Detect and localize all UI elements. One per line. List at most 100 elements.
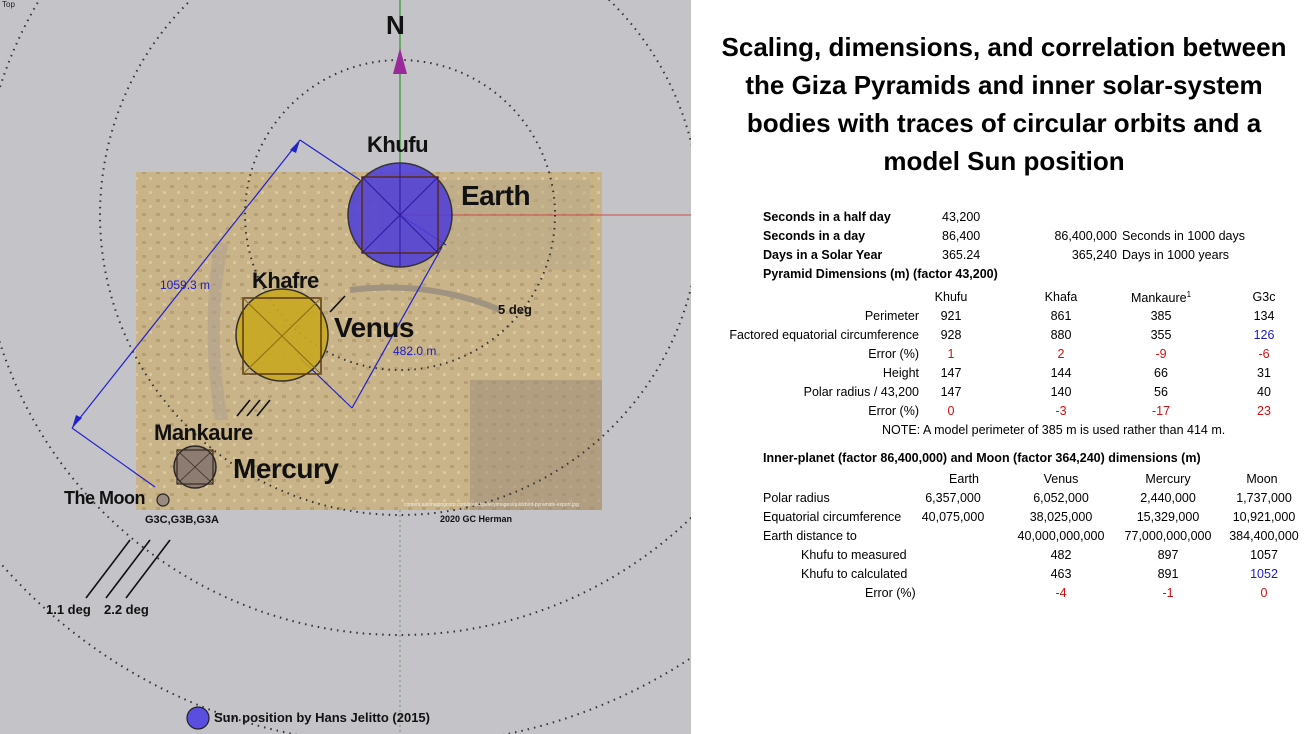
earth-label: Earth xyxy=(461,180,531,211)
dim-line-1059 xyxy=(71,139,301,429)
constant-extra-value: 86,400,000 xyxy=(1054,229,1117,243)
pyramid-cell: -9 xyxy=(1155,347,1167,361)
mankaure-square xyxy=(176,449,214,485)
constant-value: 86,400 xyxy=(942,229,981,243)
mercury-label: Mercury xyxy=(233,453,339,484)
planet-cell: 40,000,000,000 xyxy=(1017,529,1105,543)
deg11-label: 1.1 deg xyxy=(46,602,91,617)
planet-cell: 15,329,000 xyxy=(1136,510,1200,524)
pyramid-cell: 126 xyxy=(1253,328,1275,342)
pyramid-cell: 880 xyxy=(1050,328,1072,342)
planet-row-label: Equatorial circumference xyxy=(763,510,902,524)
north-label: N xyxy=(386,10,405,40)
planet-cell: 6,357,000 xyxy=(925,491,981,505)
moon-circle xyxy=(156,493,170,507)
orbit-venus xyxy=(244,59,556,371)
sun-legend-icon xyxy=(186,706,210,730)
planet-row-label: Error (%) xyxy=(865,586,916,600)
pyramid-col-header: Mankaure1 xyxy=(1130,290,1192,306)
pyramid-cell: 2 xyxy=(1057,347,1065,361)
dist-482-label: 482.0 m xyxy=(393,344,437,358)
planet-cell: 0 xyxy=(1260,586,1268,600)
khufu-label: Khufu xyxy=(367,132,429,157)
planet-row-label: Earth distance to xyxy=(763,529,857,543)
planet-col-header: Venus xyxy=(1043,472,1079,486)
pyramid-cell: -3 xyxy=(1055,404,1067,418)
pyramid-row-label: Perimeter xyxy=(864,309,919,323)
pyramid-table-heading: Pyramid Dimensions (m) (factor 43,200) xyxy=(763,267,998,281)
pyramid-cell: 23 xyxy=(1257,404,1271,418)
road xyxy=(207,240,228,420)
planet-cell: 6,052,000 xyxy=(1033,491,1089,505)
angle-mark-5deg xyxy=(329,295,346,313)
planet-cell: 1052 xyxy=(1250,567,1278,581)
planet-cell: 38,025,000 xyxy=(1029,510,1093,524)
dist-1059-label: 1059.3 m xyxy=(160,278,211,292)
pyramid-cell: 147 xyxy=(940,366,962,380)
legend-label: Sun position by Hans Jelitto (2015) xyxy=(214,710,430,725)
planet-cell: 1057 xyxy=(1250,548,1278,562)
khafre-label: Khafre xyxy=(252,268,319,293)
page-title: Scaling, dimensions, and correlation bet… xyxy=(721,32,1287,176)
pyramid-row-label: Error (%) xyxy=(868,404,919,418)
constant-extra-value: 365,240 xyxy=(1071,248,1117,262)
angle-mark-11deg xyxy=(85,539,131,599)
planet-cell: 891 xyxy=(1157,567,1179,581)
pyramid-cell: 147 xyxy=(940,385,962,399)
road-2 xyxy=(349,284,502,313)
angle-mark-22deg xyxy=(125,539,171,599)
khufu-earth xyxy=(347,162,453,268)
venus-label: Venus xyxy=(334,312,414,343)
pyramid-row-label: Error (%) xyxy=(868,347,919,361)
north-arrow xyxy=(393,48,407,74)
pyramid-cell: 1 xyxy=(947,347,955,361)
moon-label: The Moon xyxy=(64,488,145,508)
constant-value: 365.24 xyxy=(942,248,981,262)
pyramid-cell: 66 xyxy=(1154,366,1168,380)
constant-label: Days in a Solar Year xyxy=(763,248,883,262)
planet-cell: -1 xyxy=(1162,586,1174,600)
planet-cell: 482 xyxy=(1050,548,1072,562)
angle-mark-small xyxy=(236,399,251,417)
pyramid-col-header: Khafa xyxy=(1044,290,1078,304)
pyramid-col-header: Khufu xyxy=(934,290,968,304)
khafre-venus xyxy=(235,288,329,382)
pyramid-cell: 140 xyxy=(1050,385,1072,399)
credit-label: 2020 GC Herman xyxy=(440,514,513,524)
pyramid-cell: 40 xyxy=(1257,385,1271,399)
planet-cell: 1,737,000 xyxy=(1236,491,1292,505)
pyramid-col-header: G3c xyxy=(1252,290,1276,304)
pyramid-row-label: Polar radius / 43,200 xyxy=(803,385,919,399)
pyramid-note: NOTE: A model perimeter of 385 m is used… xyxy=(882,423,1226,437)
planet-col-header: Mercury xyxy=(1145,472,1191,486)
planet-row-label: Khufu to calculated xyxy=(801,567,908,581)
view-label: Top xyxy=(2,0,15,9)
planet-cell: -4 xyxy=(1055,586,1067,600)
pyramid-cell: 56 xyxy=(1154,385,1168,399)
pyramid-row-label: Height xyxy=(882,366,919,380)
mankaure-mercury xyxy=(173,445,217,489)
g3-label: G3C,G3B,G3A xyxy=(145,514,219,526)
planet-cell: 40,075,000 xyxy=(921,510,985,524)
planet-row-label: Khufu to measured xyxy=(801,548,907,562)
planet-row-label: Polar radius xyxy=(763,491,830,505)
pyramid-row-label: Factored equatorial circumference xyxy=(729,328,919,342)
dim-line-482 xyxy=(351,246,443,409)
pyramid-cell: -17 xyxy=(1151,404,1171,418)
deg5-label: 5 deg xyxy=(498,302,532,317)
pyramid-cell: 385 xyxy=(1150,309,1172,323)
constant-extra-label: Seconds in 1000 days xyxy=(1122,229,1246,243)
planet-cell: 463 xyxy=(1050,567,1072,581)
deg22-label: 2.2 deg xyxy=(104,602,149,617)
planet-cell: 2,440,000 xyxy=(1140,491,1196,505)
constant-label: Seconds in a half day xyxy=(763,210,891,224)
pyramid-cell: 31 xyxy=(1257,366,1271,380)
planet-cell: 77,000,000,000 xyxy=(1124,529,1212,543)
pyramid-cell: 921 xyxy=(940,309,962,323)
source-label: content.satimagingcorp.com/static/galler… xyxy=(404,502,579,508)
planet-cell: 897 xyxy=(1157,548,1179,562)
planet-col-header: Earth xyxy=(949,472,979,486)
constant-value: 43,200 xyxy=(942,210,981,224)
pyramid-cell: 355 xyxy=(1150,328,1172,342)
pyramid-cell: 928 xyxy=(940,328,962,342)
